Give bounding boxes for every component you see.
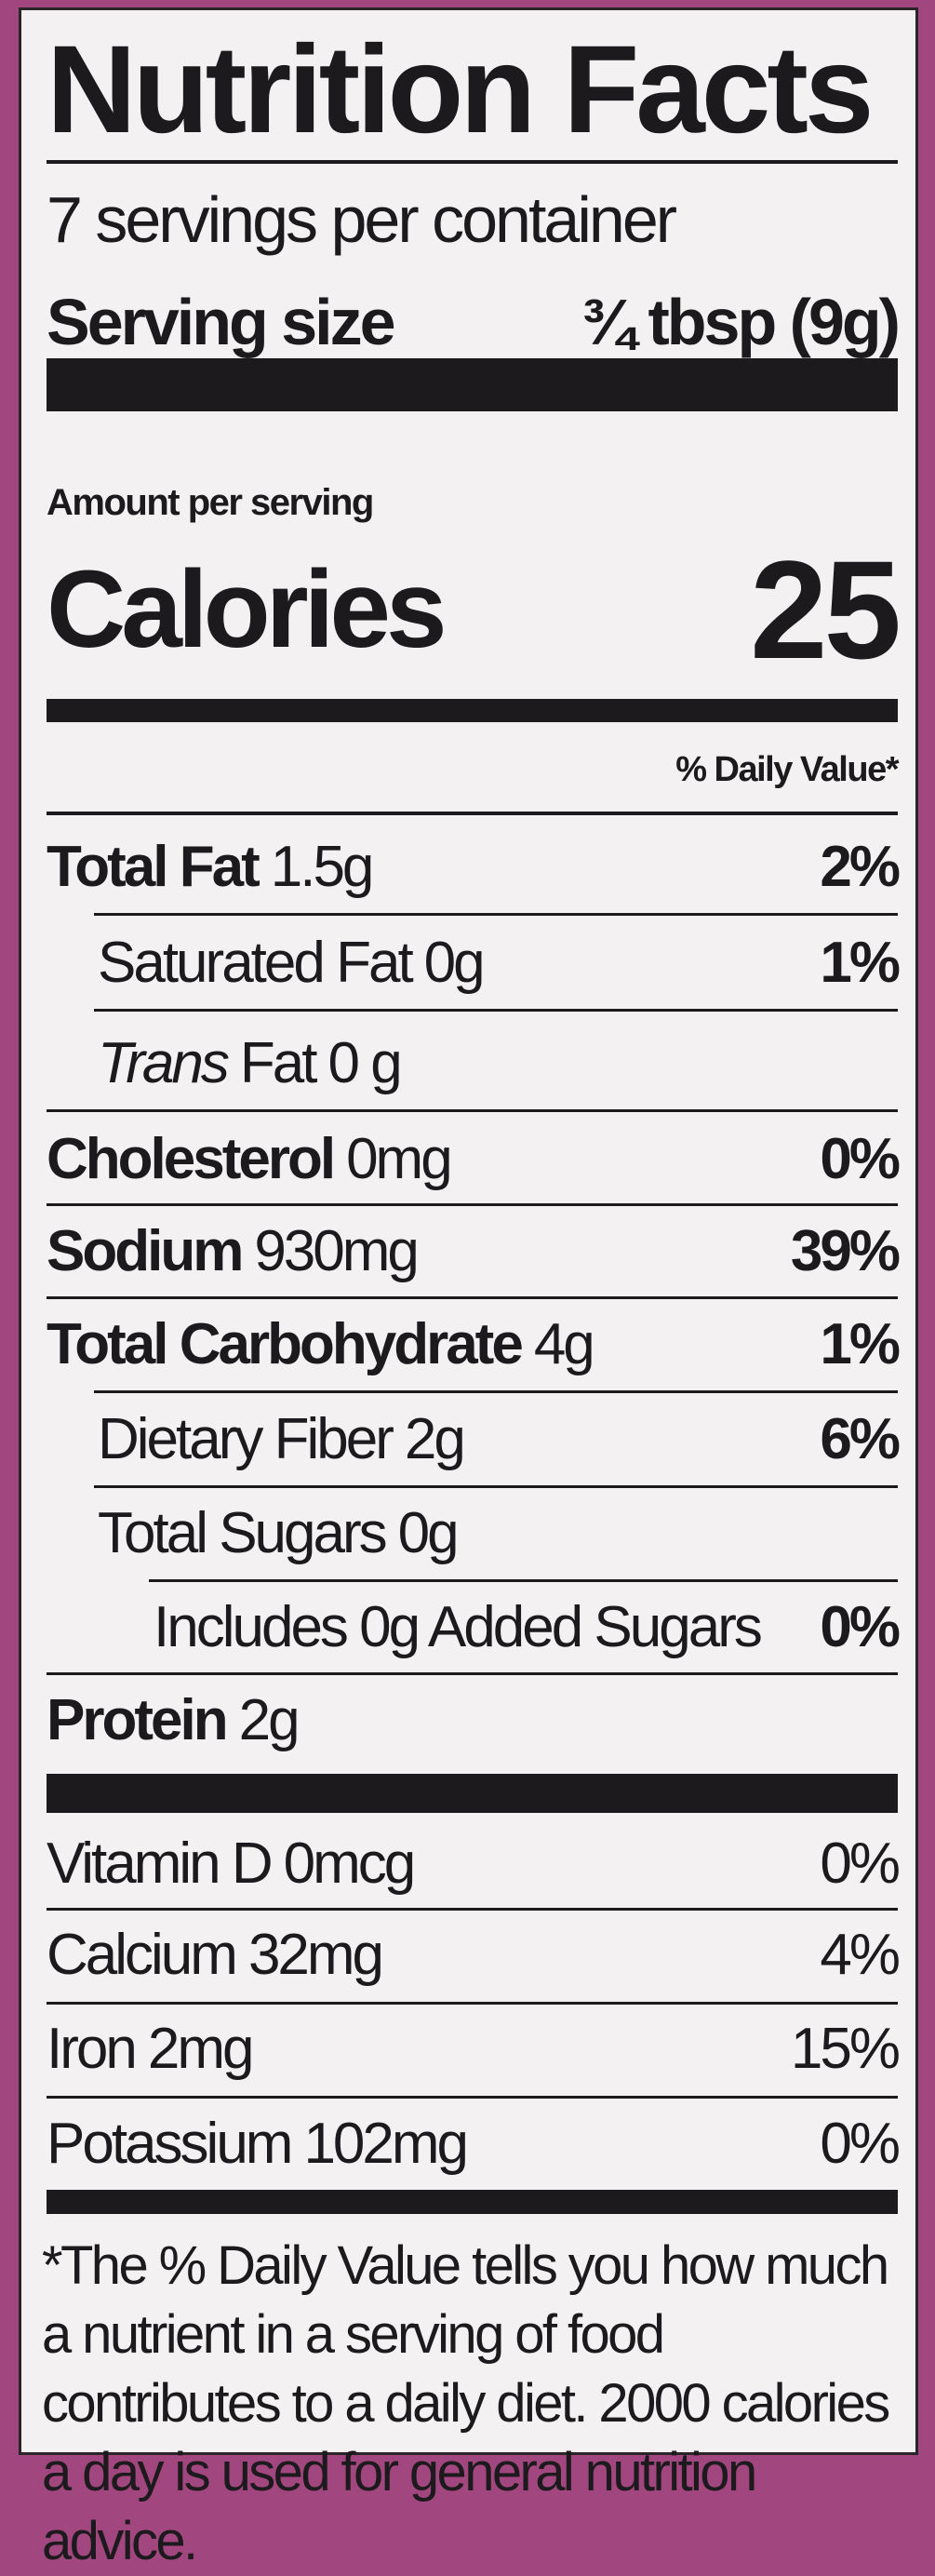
vitamin-amount: 2mg	[147, 2016, 255, 2081]
divider	[94, 1009, 898, 1012]
divider	[94, 1390, 898, 1393]
nutrient-dv: 0%	[820, 1594, 901, 1659]
divider	[47, 1296, 898, 1299]
calories-label: Calories	[47, 548, 447, 671]
vitamin-name: Potassium	[47, 2111, 293, 2176]
vitamin-dv: 0%	[820, 1831, 901, 1896]
daily-value-header: % Daily Value*	[675, 750, 899, 789]
nutrient-name: Saturated Fat	[98, 930, 414, 995]
divider	[47, 1109, 898, 1112]
divider	[47, 2002, 898, 2005]
divider	[94, 1485, 898, 1488]
vitamin-dv: 4%	[820, 1922, 901, 1987]
medium-divider	[47, 699, 898, 722]
divider	[47, 2096, 898, 2099]
nutrient-name: Total Sugars	[98, 1500, 388, 1565]
nutrient-name: Sodium	[47, 1218, 244, 1283]
calories-row: Calories 25	[47, 531, 902, 688]
serving-size-label: Serving size	[47, 286, 396, 358]
vitamin-name: Vitamin D	[47, 1831, 274, 1896]
thick-divider	[47, 358, 898, 411]
nutrient-row-total-sugars: Total Sugars 0g	[98, 1486, 898, 1579]
divider	[47, 1203, 898, 1206]
nutrient-name: Total Fat	[47, 834, 260, 899]
nutrient-dv: 1%	[820, 930, 901, 995]
nutrient-amount: 2g	[238, 1687, 301, 1752]
daily-value-footnote: *The % Daily Value tells you how much a …	[42, 2235, 890, 2571]
divider	[47, 1672, 898, 1675]
nutrient-amount: 1.5g	[270, 834, 375, 899]
vitamin-row-vitamin-d: Vitamin D 0mcg 0%	[47, 1817, 901, 1910]
nutrient-dv: 39%	[790, 1218, 901, 1283]
nutrient-dv: 6%	[820, 1406, 901, 1471]
divider	[47, 1908, 898, 1911]
nutrient-row-dietary-fiber: Dietary Fiber 2g 6%	[98, 1392, 901, 1485]
divider	[47, 812, 898, 815]
nutrient-row-sodium: Sodium 930mg 39%	[47, 1204, 901, 1297]
servings-per-container: 7 servings per container	[47, 182, 898, 257]
nutrient-amount: 0g	[423, 930, 486, 995]
divider	[47, 160, 898, 164]
nutrient-amount: 4g	[533, 1311, 595, 1376]
amount-per-serving: Amount per serving	[47, 481, 374, 523]
nutrient-row-protein: Protein 2g	[47, 1673, 898, 1766]
thick-divider	[47, 1774, 898, 1813]
serving-size-row: Serving size ¾ tbsp (9g)	[47, 285, 901, 359]
vitamin-amount: 102mg	[303, 2111, 469, 2176]
nutrient-name: Trans	[98, 1030, 230, 1095]
nutrient-amount: 2g	[404, 1406, 466, 1471]
nutrient-row-total-carbohydrate: Total Carbohydrate 4g 1%	[47, 1297, 901, 1390]
vitamin-dv: 15%	[790, 2016, 901, 2081]
vitamin-amount: 0mcg	[283, 1831, 417, 1896]
nutrient-name: Total Carbohydrate	[47, 1311, 524, 1376]
vitamin-dv: 0%	[820, 2111, 901, 2176]
nutrient-amount: 0 g	[327, 1030, 402, 1095]
nutrient-amount: 0mg	[346, 1126, 453, 1191]
divider	[94, 913, 898, 916]
nutrient-dv: 0%	[820, 1126, 901, 1191]
nutrient-name: Includes 0g Added Sugars	[154, 1594, 763, 1659]
nutrient-name-suffix: Fat	[239, 1030, 318, 1095]
nutrient-row-cholesterol: Cholesterol 0mg 0%	[47, 1112, 901, 1205]
nutrient-amount: 0g	[397, 1500, 460, 1565]
vitamin-name: Calcium	[47, 1922, 238, 1987]
divider	[149, 1579, 898, 1582]
serving-size-value: ¾ tbsp (9g)	[581, 286, 901, 358]
label-title: Nutrition Facts	[47, 20, 874, 159]
vitamin-row-calcium: Calcium 32mg 4%	[47, 1908, 901, 2001]
nutrient-row-total-fat: Total Fat 1.5g 2%	[47, 820, 901, 913]
medium-divider	[47, 2190, 898, 2214]
nutrient-dv: 1%	[820, 1311, 901, 1376]
nutrient-row-saturated-fat: Saturated Fat 0g 1%	[98, 916, 901, 1009]
servings-text: 7 servings per container	[47, 183, 677, 256]
vitamin-row-iron: Iron 2mg 15%	[47, 2002, 901, 2095]
nutrient-row-added-sugars: Includes 0g Added Sugars 0%	[154, 1580, 901, 1673]
calories-value: 25	[750, 530, 902, 688]
vitamin-amount: 32mg	[247, 1922, 384, 1987]
nutrient-row-trans-fat: Trans Fat 0 g	[98, 1016, 898, 1109]
nutrient-amount: 930mg	[254, 1218, 420, 1283]
nutrient-name: Dietary Fiber	[98, 1406, 394, 1471]
nutrition-label-panel	[19, 7, 918, 2455]
daily-value-header-row: % Daily Value*	[47, 745, 899, 796]
vitamin-name: Iron	[47, 2016, 138, 2081]
nutrient-name: Protein	[47, 1687, 229, 1752]
amount-per-serving-row: Amount per serving	[47, 479, 898, 526]
nutrient-name: Cholesterol	[47, 1126, 336, 1191]
nutrient-dv: 2%	[820, 834, 901, 899]
vitamin-row-potassium: Potassium 102mg 0%	[47, 2097, 901, 2190]
